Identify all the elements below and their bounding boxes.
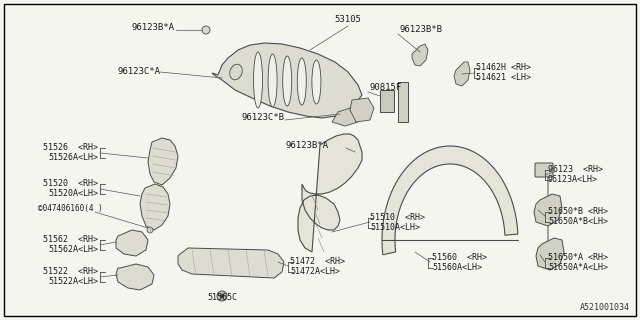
Polygon shape [412,44,428,66]
Text: 96123C*A: 96123C*A [117,68,160,76]
Text: ©047406160(4 ): ©047406160(4 ) [38,204,103,212]
Circle shape [220,294,224,298]
Text: 90815F: 90815F [370,84,403,92]
Polygon shape [178,248,284,278]
Circle shape [217,291,227,301]
Text: A521001034: A521001034 [580,303,630,312]
Text: 96123B*A: 96123B*A [285,140,328,149]
Text: 51472  <RH>: 51472 <RH> [290,258,345,267]
Text: 51560  <RH>: 51560 <RH> [432,253,487,262]
Text: 51472A<LH>: 51472A<LH> [290,268,340,276]
Text: 96123B*A: 96123B*A [132,23,175,33]
Text: 51562  <RH>: 51562 <RH> [43,236,98,244]
Text: 96123A<LH>: 96123A<LH> [548,175,598,185]
Text: 51560A<LH>: 51560A<LH> [432,263,482,273]
Ellipse shape [298,58,307,105]
FancyBboxPatch shape [535,163,553,177]
Text: 51462H <RH>: 51462H <RH> [476,63,531,73]
Polygon shape [454,62,470,86]
Ellipse shape [283,56,292,106]
Text: 514621 <LH>: 514621 <LH> [476,74,531,83]
Text: 96123B*B: 96123B*B [400,26,443,35]
Polygon shape [382,146,518,255]
Ellipse shape [268,54,277,107]
Text: 51510  <RH>: 51510 <RH> [370,213,425,222]
Ellipse shape [253,52,262,108]
Polygon shape [116,230,148,256]
Polygon shape [298,134,362,252]
Polygon shape [148,138,178,185]
Polygon shape [212,43,362,118]
Text: 51565C: 51565C [207,293,237,302]
Ellipse shape [230,64,243,80]
Circle shape [202,26,210,34]
Text: 51520A<LH>: 51520A<LH> [48,189,98,198]
Text: 96123C*B: 96123C*B [242,114,285,123]
Polygon shape [380,90,394,112]
Text: 51562A<LH>: 51562A<LH> [48,245,98,254]
Polygon shape [536,238,564,270]
Polygon shape [140,184,170,230]
Text: 96123  <RH>: 96123 <RH> [548,165,603,174]
Polygon shape [534,194,562,226]
Text: 51510A<LH>: 51510A<LH> [370,223,420,233]
Text: 51650*A <RH>: 51650*A <RH> [548,253,608,262]
Text: 51526A<LH>: 51526A<LH> [48,154,98,163]
Polygon shape [332,108,362,126]
Text: 53105: 53105 [335,15,362,25]
Text: 51526  <RH>: 51526 <RH> [43,143,98,153]
Text: 51650*B <RH>: 51650*B <RH> [548,207,608,217]
Text: 51522A<LH>: 51522A<LH> [48,277,98,286]
Polygon shape [116,264,154,290]
Text: 51522  <RH>: 51522 <RH> [43,268,98,276]
Polygon shape [350,98,374,122]
Text: 51650A*B<LH>: 51650A*B<LH> [548,218,608,227]
Text: 51520  <RH>: 51520 <RH> [43,180,98,188]
Circle shape [147,227,153,233]
Polygon shape [398,82,408,122]
Text: 51650A*A<LH>: 51650A*A<LH> [548,263,608,273]
Ellipse shape [312,60,321,104]
